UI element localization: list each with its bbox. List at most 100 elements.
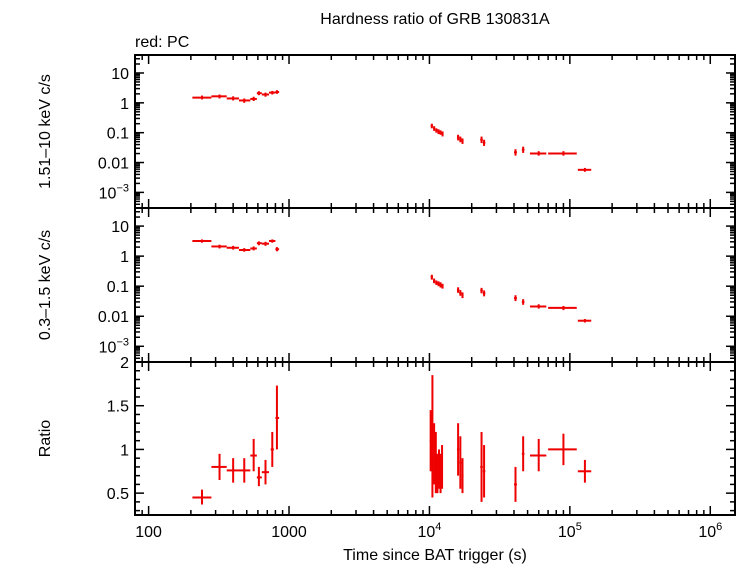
data-point bbox=[430, 123, 433, 129]
data-point bbox=[441, 283, 444, 289]
panel-frame bbox=[134, 361, 736, 516]
y-axis-label: 0.3–1.5 keV c/s bbox=[37, 230, 54, 340]
data-point bbox=[435, 280, 438, 285]
y-axis-label: Ratio bbox=[37, 420, 54, 457]
data-point bbox=[529, 151, 547, 156]
data-point bbox=[441, 445, 444, 489]
data-point bbox=[268, 90, 276, 95]
data-point bbox=[521, 436, 525, 472]
panel-1: 10 1 0.1 0.01 10−3 1.51–10 keV c/s bbox=[37, 54, 736, 209]
data-point bbox=[238, 248, 251, 252]
data-point bbox=[238, 98, 251, 103]
data-point bbox=[211, 244, 227, 249]
data-point bbox=[256, 241, 262, 246]
data-point bbox=[438, 449, 441, 489]
panel-frame bbox=[134, 207, 736, 363]
data-point bbox=[256, 466, 262, 487]
data-point bbox=[439, 453, 442, 494]
data-point bbox=[521, 146, 525, 153]
y-tick-label: 1 bbox=[120, 96, 129, 113]
data-point bbox=[441, 131, 444, 137]
data-point bbox=[480, 287, 483, 294]
data-point bbox=[250, 438, 257, 472]
data-point bbox=[268, 239, 276, 243]
data-point bbox=[577, 167, 592, 172]
data-point bbox=[226, 96, 239, 101]
data-point bbox=[192, 489, 212, 505]
x-tick-label: 105 bbox=[558, 521, 582, 541]
data-point bbox=[275, 247, 280, 252]
data-point bbox=[456, 423, 460, 476]
data-point bbox=[459, 436, 462, 489]
y-axis-label: 1.51–10 keV c/s bbox=[37, 74, 54, 189]
data-point bbox=[456, 287, 460, 293]
y-tick-label: 10 bbox=[111, 66, 129, 83]
y-tick-label: 10−3 bbox=[99, 182, 129, 202]
data-point bbox=[211, 94, 227, 99]
data-point bbox=[435, 128, 438, 133]
y-tick-label: 10−3 bbox=[99, 336, 129, 356]
y-tick-label: 1.5 bbox=[107, 399, 129, 416]
data-point bbox=[226, 245, 239, 250]
y-tick-label: 2 bbox=[120, 355, 129, 372]
y-tick-label: 10 bbox=[111, 219, 129, 236]
x-tick-label: 100 bbox=[135, 524, 162, 541]
data-point bbox=[211, 453, 227, 481]
data-point bbox=[431, 375, 434, 498]
data-point bbox=[456, 134, 460, 141]
data-point bbox=[461, 138, 464, 144]
data-point bbox=[439, 282, 442, 288]
data-point bbox=[436, 453, 439, 494]
data-point bbox=[459, 136, 462, 143]
data-point bbox=[250, 246, 257, 251]
y-tick-label: 0.1 bbox=[107, 126, 129, 143]
x-tick-label: 1000 bbox=[271, 524, 307, 541]
data-point bbox=[261, 459, 269, 485]
y-tick-label: 0.01 bbox=[98, 156, 129, 173]
panel-2: 10 1 0.1 0.01 10−3 0.3–1.5 keV c/s bbox=[37, 207, 736, 363]
x-axis-label: Time since BAT trigger (s) bbox=[343, 547, 527, 564]
y-tick-label: 0.5 bbox=[107, 486, 129, 503]
data-point bbox=[437, 129, 440, 135]
data-point bbox=[256, 91, 262, 96]
data-point bbox=[439, 130, 442, 135]
data-point bbox=[513, 295, 517, 302]
y-tick-label: 1 bbox=[120, 442, 129, 459]
data-point bbox=[577, 318, 592, 323]
data-point bbox=[529, 304, 547, 309]
data-point bbox=[461, 292, 464, 299]
data-point bbox=[270, 431, 274, 467]
data-point bbox=[513, 466, 517, 502]
data-point bbox=[261, 241, 269, 246]
data-point bbox=[226, 458, 239, 483]
data-point bbox=[521, 299, 525, 305]
x-tick-label: 104 bbox=[417, 521, 441, 541]
chart-subtitle: red: PC bbox=[135, 34, 189, 51]
data-point bbox=[275, 90, 280, 94]
y-tick-label: 0.1 bbox=[107, 279, 129, 296]
data-point bbox=[459, 290, 462, 296]
data-point bbox=[461, 458, 464, 494]
data-point bbox=[430, 274, 433, 280]
data-point bbox=[529, 438, 547, 472]
data-point bbox=[432, 278, 436, 284]
y-tick-label: 1 bbox=[120, 249, 129, 266]
data-point bbox=[482, 445, 486, 498]
data-point bbox=[480, 136, 483, 144]
data-point bbox=[548, 433, 577, 466]
data-point bbox=[548, 305, 577, 311]
data-point bbox=[437, 281, 440, 287]
data-point bbox=[482, 290, 486, 297]
y-tick-label: 0.01 bbox=[98, 309, 129, 326]
data-point bbox=[433, 423, 436, 485]
data-point bbox=[192, 239, 212, 243]
data-point bbox=[261, 92, 269, 97]
chart-title: Hardness ratio of GRB 130831A bbox=[320, 11, 550, 28]
data-point bbox=[434, 431, 437, 494]
panel-frame bbox=[134, 54, 736, 209]
panel-3: 2 1.5 1 0.5 Ratio bbox=[37, 355, 736, 516]
data-point bbox=[432, 126, 436, 131]
x-tick-labels: 100 1000 104 105 106 bbox=[135, 521, 722, 541]
